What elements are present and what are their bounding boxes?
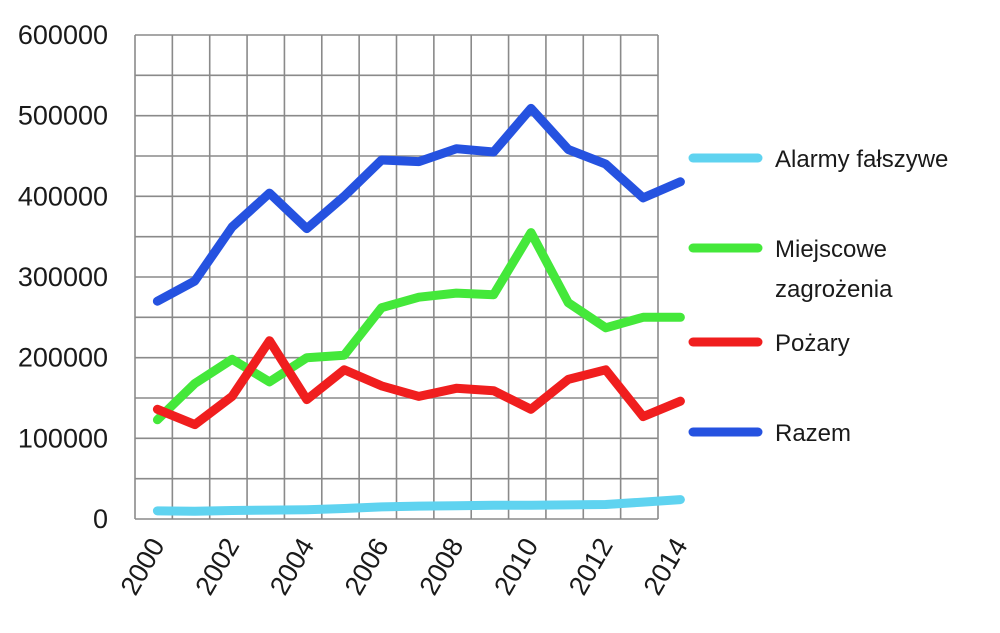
- legend-label-alarmy-falszywe: Alarmy fałszywe: [775, 146, 948, 173]
- series-line-razem: [152, 103, 685, 306]
- series-line-alarmy-fa-szywe: [152, 495, 685, 516]
- y-tick-label: 500000: [18, 101, 108, 131]
- x-tick-label: 2004: [264, 533, 320, 600]
- x-tick-label: 2010: [488, 533, 544, 600]
- x-tick-label: 2012: [563, 533, 619, 600]
- legend-label-razem: Razem: [775, 420, 851, 447]
- x-tick-label: 2008: [413, 533, 469, 600]
- y-tick-label: 0: [93, 504, 108, 534]
- x-tick-label: 2014: [638, 533, 694, 600]
- series-line-miejscowe-zagro-enia: [152, 228, 685, 425]
- x-axis-ticks: 2000 2002 2004 2006 2008 2010 2012 2014: [115, 533, 694, 600]
- y-tick-label: 600000: [18, 20, 108, 50]
- grid: [134, 34, 659, 520]
- y-tick-label: 200000: [18, 343, 108, 373]
- x-tick-label: 2002: [189, 533, 245, 600]
- x-tick-label: 2006: [339, 533, 395, 600]
- legend-label-pozary: Pożary: [775, 330, 850, 357]
- legend-label-miejscowe-zagrozenia-line2: zagrożenia: [775, 276, 893, 303]
- y-tick-label: 400000: [18, 181, 108, 211]
- y-tick-label: 300000: [18, 262, 108, 292]
- y-tick-label: 100000: [18, 423, 108, 453]
- x-tick-label: 2000: [115, 533, 171, 600]
- y-axis-ticks: 0 100000 200000 300000 400000 500000 600000: [18, 20, 108, 534]
- legend-label-miejscowe-zagrozenia-line1: Miejscowe: [775, 236, 887, 263]
- series-lines: [152, 103, 685, 516]
- legend: Alarmy fałszywe Miejscowe zagrożenia Poż…: [688, 146, 948, 447]
- series-line-po-ary: [152, 336, 685, 430]
